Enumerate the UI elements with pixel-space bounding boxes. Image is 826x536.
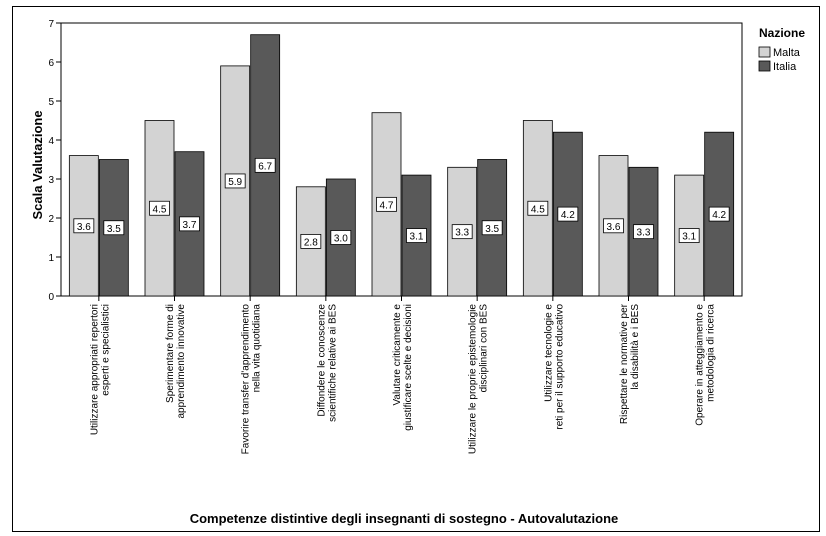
x-tick-label: Utilizzare appropriati repertori (89, 304, 100, 435)
x-tick-label: metodologia di ricerca (706, 304, 717, 402)
x-tick-label: reti per il supporto educativo (554, 304, 565, 430)
data-label-box (708, 206, 730, 222)
data-label: 4.2 (712, 210, 726, 221)
x-tick-label: scientifiche relative ai BES (327, 304, 338, 422)
x-tick-label: Operare in atteggiamento e (695, 304, 706, 426)
y-axis-title: Scala Valutazione (30, 110, 45, 219)
data-label-box (603, 218, 624, 234)
data-label: 5.9 (228, 177, 242, 188)
data-label-box (527, 200, 549, 216)
x-tick-label: Diffondere le conoscenze (316, 304, 327, 417)
data-label: 6.7 (258, 161, 272, 172)
data-label: 3.5 (485, 224, 499, 235)
chart-axes: 0 1 2 3 4 5 6 7 (48, 19, 743, 303)
data-label: 3.1 (682, 232, 696, 243)
x-axis-title: Competenze distintive degli insegnanti d… (190, 511, 619, 526)
x-tick-label: Utilizzare tecnologie e (543, 304, 554, 402)
data-label: 3.1 (410, 232, 424, 243)
data-label: 3.5 (107, 224, 121, 235)
y-tick-label: 0 (48, 292, 54, 303)
x-tick-label: la disabilità e i BES (630, 304, 641, 390)
data-label: 3.6 (77, 222, 91, 233)
data-label: 4.2 (561, 210, 575, 221)
chart-bar-labels: 3.6 3.5 4.5 3.7 5.9 6.7 2.8 3.0 4.7 3.1 3.3 3.5 4.5 4… (73, 157, 730, 249)
x-tick-label: esperti e specialistici (100, 304, 111, 396)
legend-title: Nazione (759, 26, 805, 40)
y-tick-label: 7 (48, 19, 54, 30)
data-label: 4.5 (531, 204, 545, 215)
legend: Nazione Malta Italia (758, 26, 805, 73)
x-tick-label: Valutare criticamente e (392, 304, 403, 406)
y-tick-label: 2 (48, 214, 54, 225)
y-tick-label: 5 (48, 97, 54, 108)
data-label-box (73, 218, 95, 234)
data-label-box (376, 196, 397, 212)
x-tick-label: nella vita quotidiana (252, 304, 263, 393)
chart-x-tick-labels: Utilizzare appropriati repertori esperti … (89, 303, 716, 454)
data-label-box (481, 220, 503, 236)
data-label: 3.0 (334, 234, 348, 245)
data-label-box (633, 224, 654, 240)
data-label: 3.7 (183, 220, 197, 231)
data-label-box (678, 228, 700, 243)
x-tick-label: giustificare scelte e decisioni (403, 304, 414, 431)
legend-label-italia: Italia (773, 61, 797, 73)
data-label: 4.5 (153, 204, 167, 215)
data-label-box (330, 230, 352, 245)
data-label: 3.6 (607, 222, 621, 233)
data-label: 3.3 (637, 228, 651, 239)
x-tick-label: Sperimentare forme di (165, 304, 176, 403)
x-tick-label: Utilizzare le proprie epistemologie (468, 304, 479, 455)
legend-swatch-italia (758, 60, 771, 72)
data-label-box (224, 173, 246, 189)
x-tick-label: disciplinari con BES (479, 304, 490, 393)
data-label: 2.8 (304, 237, 318, 248)
y-tick-label: 4 (48, 136, 54, 147)
legend-swatch-malta (758, 46, 771, 58)
x-tick-label: Rispettare le normative per (619, 303, 630, 424)
data-label-box (149, 200, 170, 216)
data-label-box (557, 206, 579, 222)
y-tick-label: 1 (48, 253, 54, 264)
x-tick-label: apprendimento innovative (176, 304, 187, 419)
x-tick-label: Favorire transfer d'apprendimento (241, 304, 252, 455)
data-label-box (451, 224, 473, 240)
legend-label-malta: Malta (773, 47, 801, 59)
data-label: 4.7 (380, 200, 394, 211)
data-label-box (179, 216, 200, 232)
chart-bars (68, 34, 735, 297)
data-label-box (254, 157, 276, 173)
y-tick-label: 3 (48, 175, 54, 186)
y-tick-label: 6 (48, 58, 54, 69)
data-label-box (300, 233, 322, 249)
data-label: 3.3 (455, 228, 469, 239)
data-label-box (103, 220, 125, 236)
data-label-box (406, 228, 427, 243)
